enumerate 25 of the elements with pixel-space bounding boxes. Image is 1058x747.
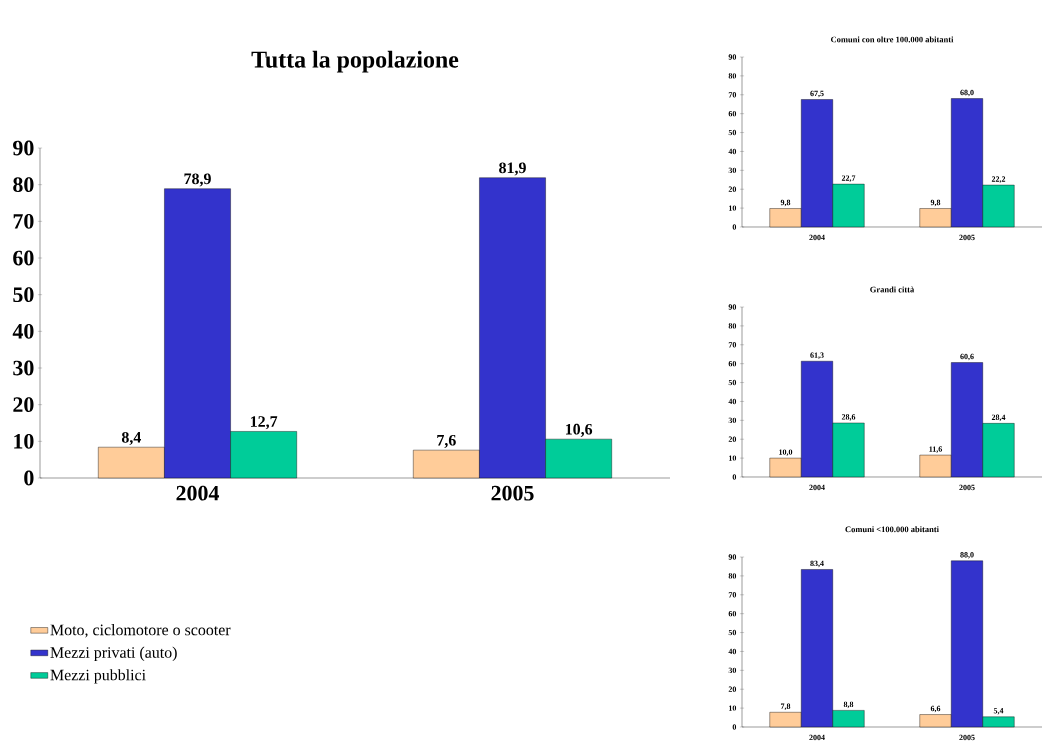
data-label: 12,7 <box>250 416 278 430</box>
legend-label: Moto, ciclomotore o scooter <box>50 624 231 638</box>
data-label: 10,6 <box>565 423 593 437</box>
x-tick-label: 2005 <box>491 485 534 501</box>
y-tick-label: 40 <box>12 323 34 339</box>
y-tick-label: 50 <box>13 287 34 303</box>
data-label: 8,4 <box>121 431 142 445</box>
chart-title: Tutta la popolazione <box>251 50 459 73</box>
legend-label: Mezzi privati (auto) <box>50 646 177 662</box>
y-tick-label: 80 <box>13 177 34 193</box>
chart-title: Comuni <100.000 abitanti <box>845 526 939 533</box>
y-tick-label: 20 <box>13 397 34 413</box>
x-tick-label: 2004 <box>176 485 220 501</box>
y-tick-label: 30 <box>13 360 34 376</box>
data-label: 78,9 <box>184 173 211 187</box>
y-tick-label: 10 <box>14 433 34 449</box>
y-tick-label: 70 <box>13 213 34 229</box>
y-tick-label: 60 <box>13 250 34 266</box>
y-tick-label: 90 <box>13 140 34 156</box>
data-label: 7,6 <box>437 434 456 448</box>
legend-label: Mezzi pubblici <box>50 669 146 684</box>
data-label: 81,9 <box>499 162 526 176</box>
y-tick-label: 0 <box>24 470 34 486</box>
chart-title: Comuni con oltre 100.000 abitanti <box>830 36 954 43</box>
chart-title: Grandi città <box>870 286 915 293</box>
